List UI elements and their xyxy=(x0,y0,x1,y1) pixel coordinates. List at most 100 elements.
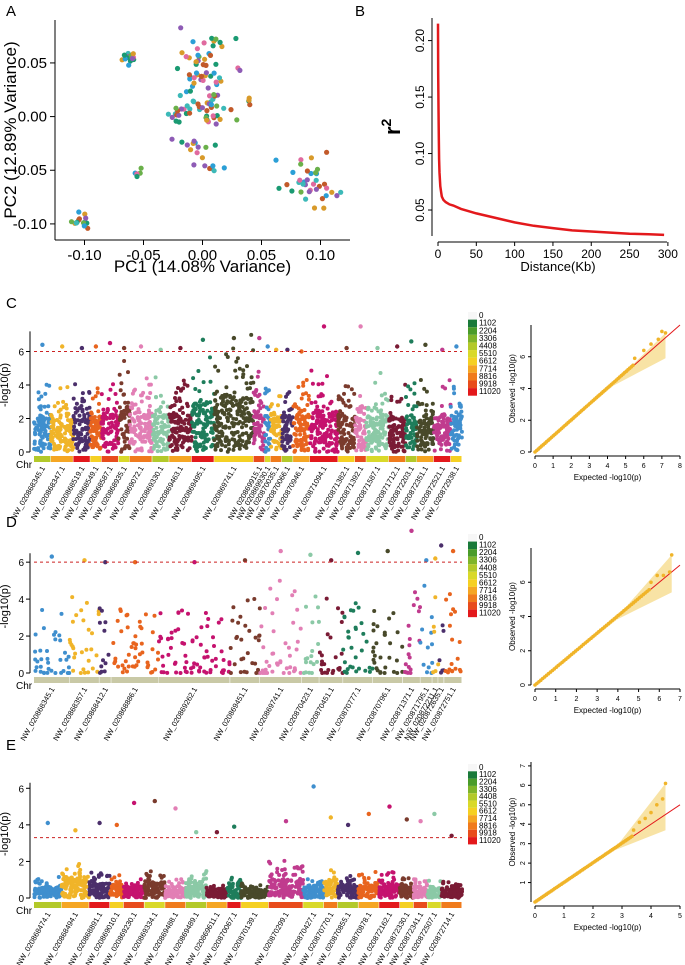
snp-point xyxy=(429,630,434,635)
snp-point xyxy=(354,430,359,435)
snp-point xyxy=(36,416,41,421)
pca-point xyxy=(179,139,185,145)
snp-point xyxy=(424,389,429,394)
legend-value: 7714 xyxy=(479,586,497,595)
snp-point xyxy=(56,875,61,879)
snp-point xyxy=(350,665,355,670)
snp-point xyxy=(334,877,339,882)
snp-point xyxy=(84,600,89,605)
snp-point xyxy=(291,443,296,448)
pca-point xyxy=(174,65,181,72)
snp-point xyxy=(348,874,353,878)
snp-point xyxy=(429,615,434,620)
pca-point xyxy=(306,189,312,195)
significant-snp xyxy=(395,344,400,349)
snp-point xyxy=(329,895,334,900)
snp-point xyxy=(235,881,240,886)
snp-point xyxy=(211,887,216,892)
snp-point xyxy=(203,611,208,615)
snp-point xyxy=(198,403,203,408)
legend-swatch xyxy=(468,357,477,366)
snp-point xyxy=(145,885,150,890)
snp-point xyxy=(96,409,101,414)
snp-point xyxy=(78,671,83,675)
snp-point xyxy=(338,439,343,444)
snp-point xyxy=(306,397,311,402)
snp-point xyxy=(323,670,327,675)
snp-point xyxy=(119,629,124,634)
snp-point xyxy=(284,420,289,425)
y-tick-label: 6 xyxy=(18,348,24,359)
snp-point xyxy=(307,893,312,898)
x-tick-label: -0.05 xyxy=(126,247,160,264)
snp-point xyxy=(98,670,102,675)
density-bar xyxy=(293,456,310,462)
snp-point xyxy=(197,389,202,394)
snp-point xyxy=(310,649,315,653)
snp-point xyxy=(295,865,300,870)
snp-point xyxy=(277,893,282,898)
snp-point xyxy=(59,434,64,439)
snp-point xyxy=(457,640,462,644)
significant-snp xyxy=(192,560,197,565)
snp-point xyxy=(346,398,351,403)
snp-point xyxy=(304,378,309,382)
snp-point xyxy=(356,890,361,895)
snp-point xyxy=(123,444,128,448)
snp-point xyxy=(180,405,185,410)
snp-point xyxy=(289,878,294,883)
snp-point xyxy=(226,442,231,447)
snp-point xyxy=(55,445,60,450)
snp-point xyxy=(378,670,383,675)
snp-point xyxy=(179,443,184,448)
snp-point xyxy=(197,893,202,897)
snp-point xyxy=(137,652,142,657)
snp-point xyxy=(250,400,255,404)
pca-point xyxy=(217,39,223,46)
snp-point xyxy=(266,436,271,441)
snp-point xyxy=(142,895,147,900)
snp-point xyxy=(269,429,273,433)
snp-point xyxy=(406,403,411,407)
density-bar xyxy=(338,456,355,462)
snp-point xyxy=(363,668,368,673)
snp-point xyxy=(263,439,268,444)
snp-point xyxy=(254,415,259,420)
snp-point xyxy=(215,415,220,420)
snp-point xyxy=(323,440,328,445)
snp-point xyxy=(302,431,307,436)
snp-point xyxy=(449,662,454,666)
snp-point xyxy=(81,895,86,900)
snp-point xyxy=(186,611,190,616)
snp-point xyxy=(391,433,396,437)
snp-point xyxy=(208,894,213,898)
snp-point xyxy=(293,426,298,431)
snp-point xyxy=(244,381,249,386)
snp-point xyxy=(234,359,239,364)
snp-point xyxy=(148,382,153,387)
snp-point xyxy=(97,401,101,406)
pca-point xyxy=(214,113,220,119)
snp-point xyxy=(340,446,345,451)
density-bar xyxy=(388,456,406,462)
snp-point xyxy=(288,665,293,670)
snp-point xyxy=(34,665,39,670)
snp-point xyxy=(418,605,422,610)
snp-point xyxy=(89,870,94,875)
pca-point xyxy=(210,43,216,49)
snp-point xyxy=(351,445,356,450)
snp-point xyxy=(219,617,224,622)
snp-point xyxy=(305,877,310,882)
pca-point xyxy=(191,138,197,144)
snp-point xyxy=(422,418,427,423)
snp-point xyxy=(406,652,411,657)
snp-point xyxy=(52,441,56,446)
snp-point xyxy=(161,663,166,668)
snp-point xyxy=(277,578,282,583)
snp-point xyxy=(85,411,90,416)
density-bar xyxy=(281,456,293,462)
snp-point xyxy=(135,895,140,900)
snp-point xyxy=(76,878,81,883)
snp-point xyxy=(457,667,462,672)
